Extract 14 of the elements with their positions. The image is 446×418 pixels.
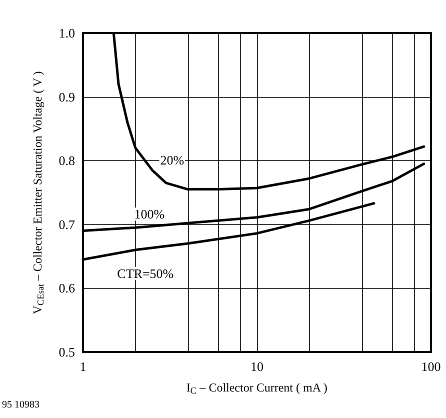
text: 95 10983 <box>2 400 40 410</box>
series-label: 20% <box>160 152 184 168</box>
x-tick-label: 10 <box>250 359 264 374</box>
series-label: CTR=50% <box>117 266 174 281</box>
y-tick-label: 0.6 <box>58 280 76 296</box>
series-label: 100% <box>134 206 165 222</box>
y-axis-title: VCEsat – Collector Emitter Saturation Voltage ( V ) <box>30 71 46 314</box>
x-tick-label: 100 <box>421 359 441 374</box>
y-tick-label: 0.5 <box>58 344 75 360</box>
y-tick-label: 0.7 <box>58 216 76 232</box>
y-tick-label: 1.0 <box>58 26 75 40</box>
x-tick-label: 1 <box>80 359 86 374</box>
y-tick-label: 0.9 <box>58 89 75 104</box>
y-tick-label: 0.8 <box>58 153 75 168</box>
